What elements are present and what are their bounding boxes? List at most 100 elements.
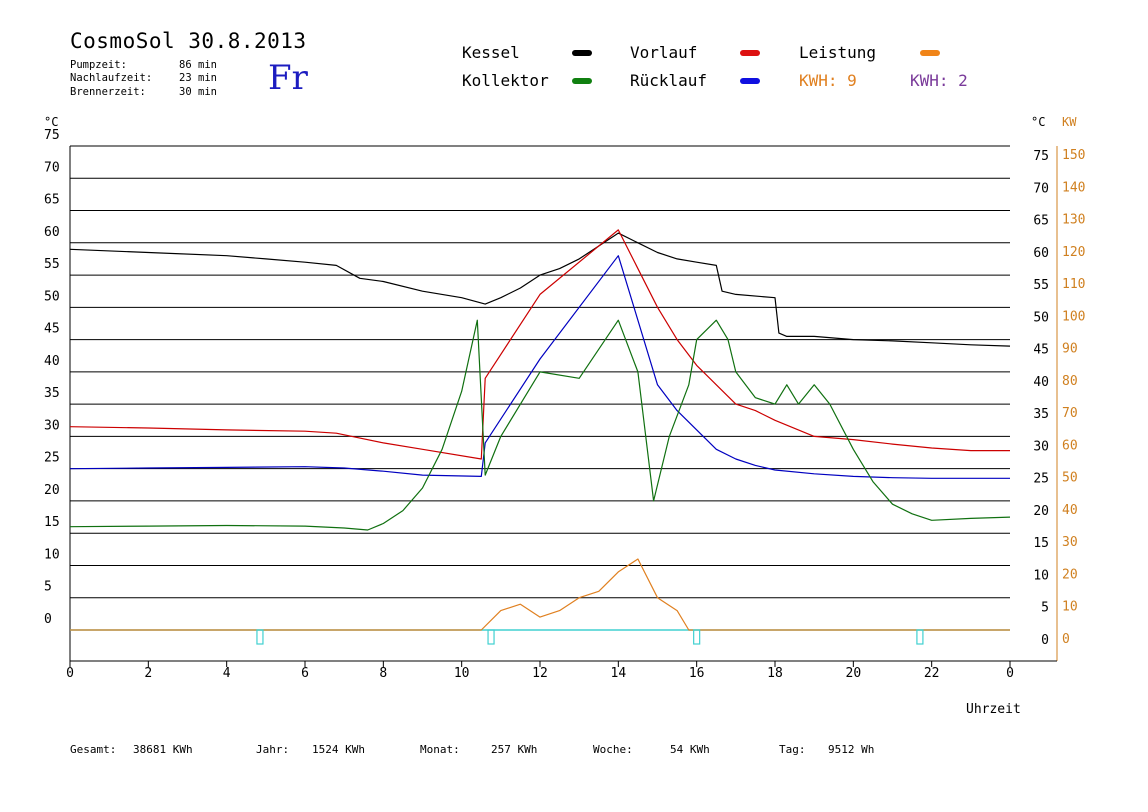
y-tick-kw: 50 — [1062, 471, 1078, 486]
x-tick-label: 4 — [223, 666, 231, 681]
y-tick-left: 0 — [44, 612, 52, 627]
y-tick-kw: 40 — [1062, 503, 1078, 518]
footer-jahr-value: 1524 KWh — [312, 743, 365, 756]
legend-vorlauf-swatch — [740, 50, 760, 56]
footer-gesamt-value: 38681 KWh — [133, 743, 193, 756]
legend-leistung: Leistung — [799, 43, 877, 62]
footer-woche-value: 54 KWh — [670, 743, 710, 756]
x-tick-label: 2 — [144, 666, 152, 681]
y-tick-left: 25 — [44, 451, 60, 466]
y-tick-kw: 110 — [1062, 277, 1085, 292]
y-tick-right: 5 — [1041, 601, 1049, 616]
stat-nachlaufzeit: Nachlaufzeit: 23 min — [70, 72, 217, 84]
weekday-label: Fr — [268, 58, 308, 98]
y-tick-right: 45 — [1033, 343, 1049, 358]
x-tick-label: 6 — [301, 666, 309, 681]
stat-label: Pumpzeit: — [70, 59, 127, 71]
x-tick-label: 14 — [611, 666, 627, 681]
series-line-rcklauf — [69, 255, 1010, 479]
y-tick-left: 5 — [44, 580, 52, 595]
y-tick-left: 30 — [44, 418, 60, 433]
y-tick-left: 15 — [44, 515, 60, 530]
x-tick-label: 0 — [1006, 666, 1014, 681]
y-tick-right: 65 — [1033, 214, 1049, 229]
stat-value: 23 min — [179, 72, 217, 84]
y-tick-kw: 100 — [1062, 309, 1085, 324]
y-tick-left: 70 — [44, 160, 60, 175]
y-tick-left: 60 — [44, 225, 60, 240]
y-tick-right: 0 — [1041, 633, 1049, 648]
footer-jahr-label: Jahr: — [256, 743, 290, 756]
y-tick-right: 60 — [1033, 246, 1049, 261]
y-tick-kw: 150 — [1062, 148, 1085, 163]
y-tick-right: 25 — [1033, 472, 1049, 487]
legend-kessel-swatch — [572, 50, 592, 56]
legend-vorlauf: Vorlauf — [630, 43, 698, 62]
y-tick-right: 75 — [1033, 149, 1049, 164]
footer-gesamt-label: Gesamt: — [70, 743, 117, 756]
y-tick-right: 20 — [1033, 504, 1049, 519]
y-tick-left: 65 — [44, 193, 60, 208]
y-tick-kw: 60 — [1062, 438, 1078, 453]
y-tick-right: 30 — [1033, 439, 1049, 454]
baseline-marker — [487, 629, 495, 645]
footer-tag-label: Tag: — [779, 743, 806, 756]
series-line-leistung — [70, 558, 1010, 631]
y-tick-left: 55 — [44, 257, 60, 272]
x-tick-label: 18 — [767, 666, 783, 681]
baseline-marker — [916, 629, 924, 645]
baseline-marker — [256, 629, 264, 645]
y-tick-kw: 130 — [1062, 213, 1085, 228]
y-tick-kw: 10 — [1062, 600, 1078, 615]
legend-kollektor-swatch — [572, 78, 592, 84]
x-tick-label: 16 — [689, 666, 705, 681]
left-axis-unit: °C — [44, 115, 59, 129]
y-tick-right: 40 — [1033, 375, 1049, 390]
stat-pumpzeit: Pumpzeit: 86 min — [70, 59, 217, 71]
y-tick-kw: 140 — [1062, 180, 1085, 195]
stat-brennerzeit: Brennerzeit: 30 min — [70, 86, 217, 98]
y-tick-kw: 20 — [1062, 567, 1078, 582]
series-line-vorlauf — [69, 229, 1010, 460]
y-tick-left: 50 — [44, 289, 60, 304]
legend-kwh-leistung: KWH: 9 — [799, 71, 857, 90]
y-tick-right: 35 — [1033, 407, 1049, 422]
footer-woche-label: Woche: — [593, 743, 633, 756]
stat-value: 86 min — [179, 59, 217, 71]
legend-kwh-secondary: KWH: 2 — [910, 71, 968, 90]
y-tick-left: 35 — [44, 386, 60, 401]
legend-kessel: Kessel — [462, 43, 520, 62]
y-tick-kw: 30 — [1062, 535, 1078, 550]
legend-kollektor: Kollektor — [462, 71, 549, 90]
chart-title: CosmoSol 30.8.2013 — [70, 29, 307, 53]
right-axis-unit-kw: KW — [1062, 115, 1077, 129]
y-tick-kw: 90 — [1062, 342, 1078, 357]
baseline-marker — [693, 629, 701, 645]
stat-label: Brennerzeit: — [70, 86, 146, 98]
y-tick-left: 10 — [44, 547, 60, 562]
footer-monat-label: Monat: — [420, 743, 460, 756]
x-tick-label: 20 — [846, 666, 862, 681]
y-tick-right: 10 — [1033, 568, 1049, 583]
x-tick-label: 0 — [66, 666, 74, 681]
x-tick-label: 12 — [532, 666, 548, 681]
footer-tag-value: 9512 Wh — [828, 743, 875, 756]
y-tick-left: 40 — [44, 354, 60, 369]
right-axis-unit: °C — [1031, 115, 1046, 129]
y-tick-kw: 120 — [1062, 245, 1085, 260]
series-line-kessel — [69, 232, 1011, 347]
y-tick-left: 75 — [44, 128, 60, 143]
y-tick-kw: 80 — [1062, 374, 1078, 389]
x-tick-label: 8 — [379, 666, 387, 681]
y-tick-kw: 70 — [1062, 406, 1078, 421]
x-tick-label: 22 — [924, 666, 940, 681]
legend-ruecklauf-swatch — [740, 78, 760, 84]
y-tick-right: 15 — [1033, 536, 1049, 551]
legend-leistung-swatch — [920, 50, 940, 56]
y-tick-right: 50 — [1033, 310, 1049, 325]
footer-monat-value: 257 KWh — [491, 743, 538, 756]
x-tick-label: 10 — [454, 666, 470, 681]
y-tick-right: 70 — [1033, 181, 1049, 196]
legend-ruecklauf: Rücklauf — [630, 71, 708, 90]
